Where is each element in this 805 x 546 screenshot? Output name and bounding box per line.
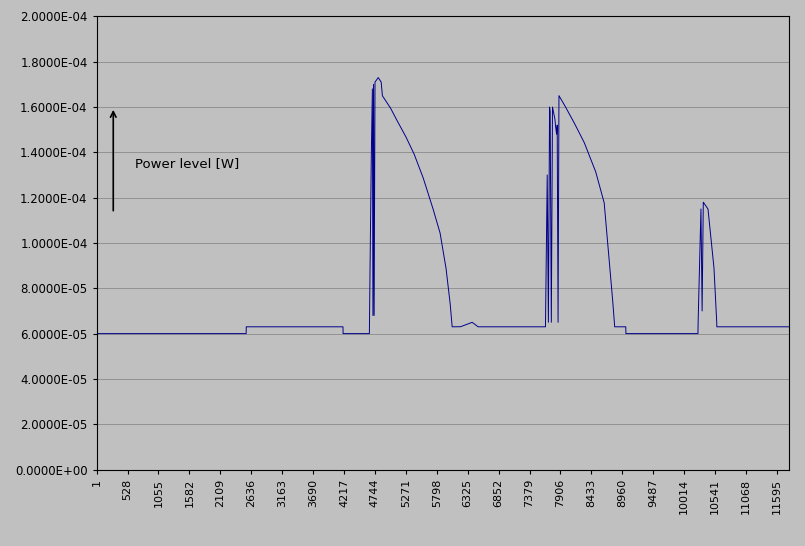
Text: Power level [W]: Power level [W]: [134, 157, 239, 170]
